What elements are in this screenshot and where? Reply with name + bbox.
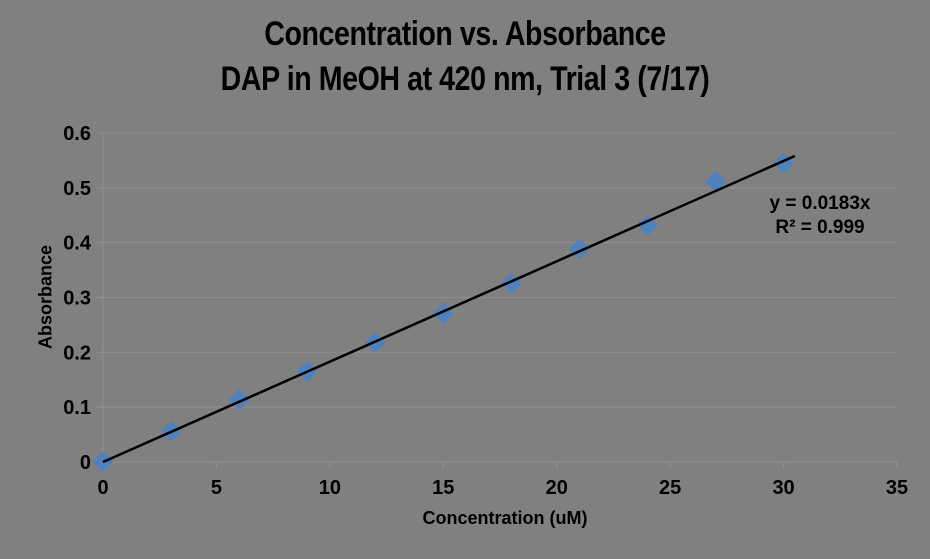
x-tick-label: 15 — [432, 477, 454, 499]
x-tick-label: 20 — [546, 477, 568, 499]
x-tick-label: 0 — [97, 477, 108, 499]
data-point-marker — [500, 272, 522, 294]
x-tick-label: 10 — [319, 477, 341, 499]
x-axis-title: Concentration (uM) — [422, 508, 588, 528]
trendline-annotation: y = 0.0183x R² = 0.999 — [730, 192, 910, 240]
x-tick-label: 25 — [659, 477, 681, 499]
y-tick-label: 0.2 — [63, 342, 91, 364]
trendline-equation: y = 0.0183x — [769, 193, 871, 214]
trendline-r-squared: R² = 0.999 — [775, 217, 865, 238]
trendline — [102, 154, 796, 464]
y-tick-label: 0.5 — [63, 178, 91, 200]
y-tick-label: 0.4 — [63, 233, 92, 255]
x-tick-label: 35 — [886, 477, 908, 499]
chart-title-line1: Concentration vs. Absorbance — [264, 15, 666, 53]
chart-title: Concentration vs. Absorbance DAP in MeOH… — [0, 12, 930, 102]
x-tick-label: 5 — [211, 477, 222, 499]
chart-title-line2: DAP in MeOH at 420 nm, Trial 3 (7/17) — [220, 60, 710, 98]
data-point-marker — [705, 170, 727, 192]
y-tick-label: 0 — [80, 452, 91, 474]
y-tick-label: 0.6 — [63, 123, 91, 145]
x-tick-label: 30 — [772, 477, 794, 499]
y-tick-label: 0.1 — [63, 397, 91, 419]
y-tick-label: 0.3 — [63, 288, 91, 310]
